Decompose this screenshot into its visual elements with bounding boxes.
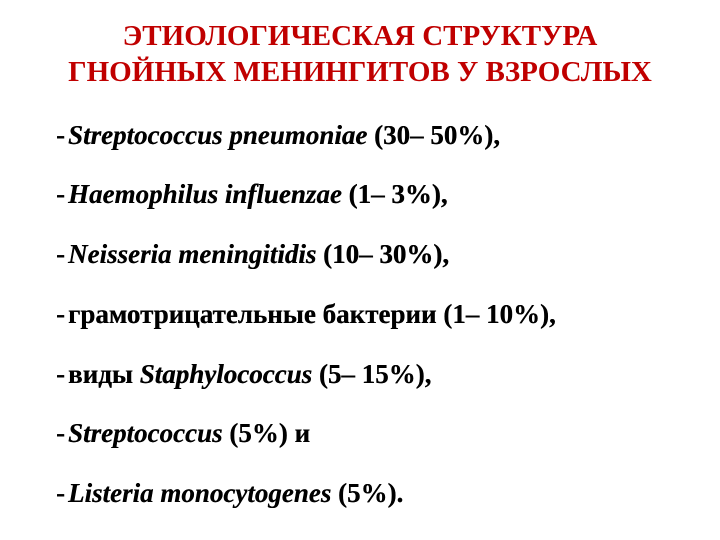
item-text: грамотрицательные бактерии (1– 10%),	[68, 299, 556, 329]
list-item: - виды Staphylococcus (5– 15%),	[56, 358, 690, 392]
percentage: (5– 15%),	[312, 359, 431, 389]
list-item: - грамотрицательные бактерии (1– 10%),	[56, 298, 690, 332]
organism-name: Staphylococcus	[140, 359, 313, 389]
percentage: (5%).	[331, 478, 403, 508]
etiology-list: - Streptococcus pneumoniae (30– 50%), - …	[30, 119, 690, 511]
list-item: - Haemophilus influenzae (1– 3%),	[56, 178, 690, 212]
item-prefix: виды	[68, 359, 140, 389]
slide-title: ЭТИОЛОГИЧЕСКАЯ СТРУКТУРА ГНОЙНЫХ МЕНИНГИ…	[30, 18, 690, 91]
percentage: (10– 30%),	[316, 239, 449, 269]
bullet: -	[56, 178, 68, 212]
percentage: (30– 50%),	[367, 120, 500, 150]
bullet: -	[56, 298, 68, 332]
organism-name: Streptococcus	[68, 418, 223, 448]
bullet: -	[56, 119, 68, 153]
title-line-2: ГНОЙНЫХ МЕНИНГИТОВ У ВЗРОСЛЫХ	[68, 56, 652, 88]
organism-name: Neisseria meningitidis	[68, 239, 316, 269]
bullet: -	[56, 417, 68, 451]
organism-name: Listeria monocytogenes	[68, 478, 331, 508]
organism-name: Haemophilus influenzae	[68, 179, 342, 209]
list-item: - Listeria monocytogenes (5%).	[56, 477, 690, 511]
percentage: (1– 3%),	[342, 179, 448, 209]
percentage: (5%) и	[223, 418, 311, 448]
list-item: - Streptococcus pneumoniae (30– 50%),	[56, 119, 690, 153]
list-item: - Neisseria meningitidis (10– 30%),	[56, 238, 690, 272]
list-item: - Streptococcus (5%) и	[56, 417, 690, 451]
bullet: -	[56, 358, 68, 392]
title-line-1: ЭТИОЛОГИЧЕСКАЯ СТРУКТУРА	[123, 20, 598, 52]
slide: ЭТИОЛОГИЧЕСКАЯ СТРУКТУРА ГНОЙНЫХ МЕНИНГИ…	[0, 0, 720, 540]
organism-name: Streptococcus pneumoniae	[68, 120, 367, 150]
bullet: -	[56, 238, 68, 272]
bullet: -	[56, 477, 68, 511]
